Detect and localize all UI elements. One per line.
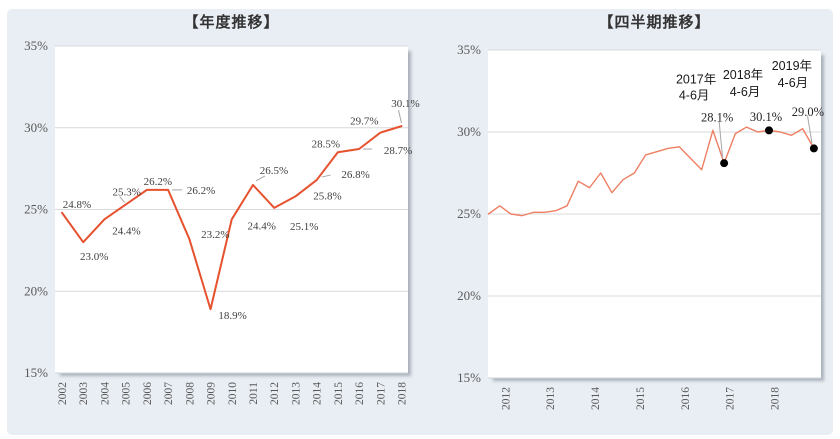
data-label: 24.4% [248, 220, 276, 232]
x-axis-year-label: 2007 [163, 382, 175, 405]
x-axis-year-label: 2017 [375, 382, 387, 405]
x-axis-year-label: 2018 [770, 387, 782, 410]
annotation-value-label: 29.0% [792, 105, 824, 119]
data-label: 28.5% [312, 138, 340, 150]
label-leader-line [119, 196, 126, 203]
highlight-marker [809, 144, 818, 153]
y-axis-tick-label: 35% [24, 38, 48, 53]
x-axis-year-label: 2014 [590, 387, 602, 410]
x-axis-year-label: 2018 [397, 382, 409, 405]
data-label: 30.1% [391, 98, 419, 110]
x-axis-year-label: 2006 [142, 382, 154, 405]
data-label: 26.8% [341, 169, 369, 181]
y-axis-tick-label: 20% [24, 283, 48, 298]
annual-chart-title: 【年度推移】 [183, 14, 280, 31]
annotation-leader-line [718, 121, 724, 159]
data-label: 25.3% [112, 187, 140, 199]
y-axis-tick-label: 35% [457, 42, 481, 57]
annotation-period-label: 2018年 [723, 68, 763, 82]
data-label: 23.2% [201, 229, 229, 241]
label-leader-line [321, 174, 331, 178]
annotation-period-label: 2019年 [772, 59, 812, 73]
annotation-value-label: 28.1% [701, 111, 733, 125]
x-axis-year-label: 2015 [635, 387, 647, 410]
data-label: 25.1% [290, 221, 318, 233]
annotation-leader-line [806, 115, 813, 144]
data-label: 24.8% [63, 199, 91, 211]
data-label: 26.2% [144, 176, 172, 188]
data-label: 26.2% [187, 185, 215, 197]
data-label: 18.9% [218, 310, 246, 322]
annotation-value-label: 30.1% [750, 110, 782, 124]
annotation-quarter-label: 4-6月 [778, 76, 809, 90]
annual-trend-line [61, 125, 403, 311]
x-axis-year-label: 2012 [269, 382, 281, 405]
data-label: 24.4% [112, 225, 140, 237]
x-axis-year-label: 2014 [312, 382, 324, 405]
x-axis-year-label: 2009 [206, 382, 218, 405]
annotation-quarter-label: 4-6月 [679, 89, 710, 103]
data-label: 26.5% [260, 165, 288, 177]
quarterly-chart-title: 【四半期推移】 [598, 14, 711, 31]
annotation-period-label: 2017年 [676, 73, 716, 87]
data-label: 23.0% [80, 251, 108, 263]
data-label: 25.8% [313, 190, 341, 202]
highlight-marker [720, 159, 729, 168]
x-axis-year-label: 2005 [121, 382, 133, 405]
y-axis-tick-label: 15% [457, 370, 481, 385]
x-axis-year-label: 2004 [99, 382, 111, 405]
y-axis-tick-label: 20% [457, 288, 481, 303]
highlight-marker [765, 126, 773, 135]
y-axis-tick-label: 30% [457, 124, 481, 139]
x-axis-year-label: 2011 [248, 382, 260, 405]
y-axis-tick-label: 25% [24, 202, 48, 217]
x-axis-year-label: 2017 [725, 387, 737, 410]
data-label: 28.7% [384, 145, 412, 157]
y-axis-tick-label: 30% [24, 120, 48, 135]
y-axis-tick-label: 25% [457, 206, 481, 221]
x-axis-year-label: 2013 [545, 387, 557, 410]
x-axis-year-label: 2016 [680, 387, 692, 410]
x-axis-year-label: 2010 [227, 382, 239, 405]
label-leader-line [398, 110, 402, 124]
quarterly-trend-line [487, 126, 815, 217]
x-axis-year-label: 2015 [333, 382, 345, 405]
annotation-quarter-label: 4-6月 [730, 85, 761, 99]
y-axis-tick-label: 15% [24, 365, 48, 380]
label-leader-line [255, 175, 266, 182]
x-axis-year-label: 2003 [78, 382, 90, 405]
x-axis-year-label: 2013 [290, 382, 302, 405]
x-axis-year-label: 2002 [57, 382, 69, 405]
x-axis-year-label: 2012 [500, 387, 512, 410]
x-axis-year-label: 2008 [184, 382, 196, 405]
data-label: 29.7% [350, 116, 378, 128]
x-axis-year-label: 2016 [354, 382, 366, 405]
